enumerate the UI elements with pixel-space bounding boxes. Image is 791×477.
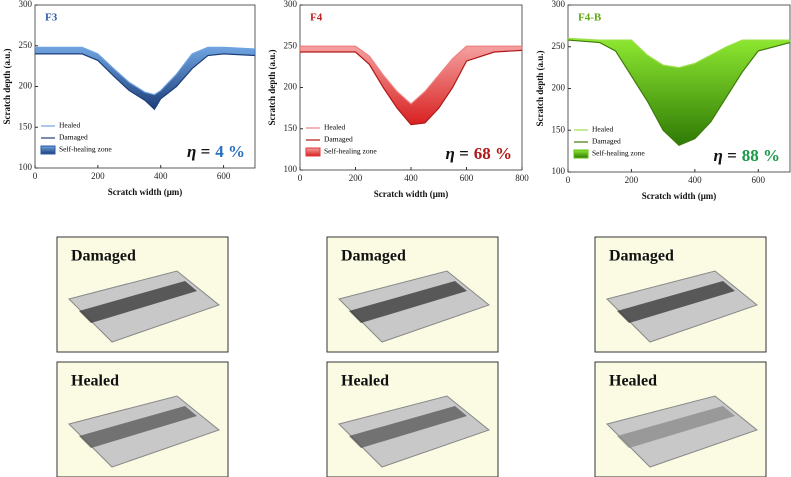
efficiency: η = 68 % bbox=[445, 144, 512, 163]
y-axis-label: Scratch depth (a.u.) bbox=[2, 48, 12, 124]
legend-label: Healed bbox=[59, 121, 80, 130]
scratch-groove bbox=[79, 281, 197, 323]
x-tick-label: 600 bbox=[752, 175, 766, 185]
panel-label: Healed bbox=[71, 373, 119, 390]
y-axis-label: Scratch depth (a.u.) bbox=[535, 50, 545, 126]
panel-label: Damaged bbox=[341, 248, 406, 265]
efficiency-symbol: η = bbox=[713, 146, 736, 165]
panel-label: Healed bbox=[609, 373, 657, 390]
series-line bbox=[35, 53, 256, 111]
x-tick-label: 200 bbox=[91, 171, 105, 181]
y-tick-label: 200 bbox=[284, 82, 298, 92]
legend-swatch bbox=[40, 145, 56, 155]
chart-title: F3 bbox=[45, 12, 58, 24]
x-tick-label: 0 bbox=[566, 175, 571, 185]
legend-label: Damaged bbox=[59, 133, 88, 142]
efficiency-symbol: η = bbox=[445, 144, 468, 163]
series-line bbox=[300, 49, 523, 126]
x-tick-label: 400 bbox=[154, 171, 168, 181]
legend-swatch bbox=[573, 149, 589, 159]
x-tick-label: 600 bbox=[460, 173, 474, 183]
y-tick-label: 150 bbox=[284, 123, 298, 133]
x-tick-label: 200 bbox=[625, 175, 639, 185]
legend-label: Self-healing zone bbox=[324, 147, 377, 156]
legend-label: Healed bbox=[324, 123, 345, 132]
efficiency: η = 4 % bbox=[187, 142, 245, 161]
y-tick-label: 150 bbox=[552, 124, 566, 134]
x-tick-label: 200 bbox=[349, 173, 363, 183]
series-line bbox=[567, 37, 790, 69]
scratch-groove bbox=[617, 281, 735, 323]
y-tick-label: 100 bbox=[552, 166, 566, 176]
efficiency: η = 88 % bbox=[713, 146, 780, 165]
scratch-groove bbox=[349, 281, 467, 323]
x-axis-label: Scratch width (μm) bbox=[108, 187, 183, 197]
y-tick-label: 100 bbox=[19, 162, 33, 172]
x-axis-label: Scratch width (μm) bbox=[642, 191, 717, 201]
y-tick-label: 250 bbox=[552, 41, 566, 51]
y-tick-label: 250 bbox=[19, 40, 33, 50]
legend-swatch bbox=[305, 147, 321, 157]
legend-label: Damaged bbox=[592, 137, 621, 146]
x-tick-label: 0 bbox=[298, 173, 303, 183]
y-tick-label: 100 bbox=[284, 164, 298, 174]
panel-label: Damaged bbox=[71, 248, 136, 265]
panel-label: Healed bbox=[341, 373, 389, 390]
healing-zone bbox=[299, 46, 523, 125]
efficiency-value: 68 % bbox=[474, 144, 512, 163]
x-tick-label: 0 bbox=[33, 171, 38, 181]
x-tick-label: 400 bbox=[404, 173, 418, 183]
y-tick-label: 300 bbox=[552, 0, 566, 9]
x-tick-label: 400 bbox=[688, 175, 702, 185]
y-tick-label: 250 bbox=[284, 40, 298, 50]
y-axis-label: Scratch depth (a.u.) bbox=[267, 49, 277, 125]
series-line bbox=[35, 46, 256, 96]
chart-title: F4 bbox=[310, 12, 323, 24]
y-tick-label: 200 bbox=[19, 81, 33, 91]
panel-label: Damaged bbox=[609, 248, 674, 265]
legend-label: Self-healing zone bbox=[59, 145, 112, 154]
efficiency-value: 4 % bbox=[215, 142, 245, 161]
scratch-groove bbox=[617, 406, 735, 448]
efficiency-symbol: η = bbox=[187, 142, 210, 161]
legend-label: Damaged bbox=[324, 135, 353, 144]
y-tick-label: 300 bbox=[19, 0, 33, 9]
series-line bbox=[567, 39, 791, 146]
scratch-groove bbox=[79, 406, 197, 448]
scratch-groove bbox=[349, 406, 467, 448]
chart-title: F4-B bbox=[578, 12, 602, 24]
x-axis-label: Scratch width (μm) bbox=[374, 189, 449, 199]
y-tick-label: 200 bbox=[552, 83, 566, 93]
efficiency-value: 88 % bbox=[742, 146, 780, 165]
x-tick-label: 600 bbox=[217, 171, 231, 181]
y-tick-label: 150 bbox=[19, 121, 33, 131]
legend-label: Self-healing zone bbox=[592, 149, 645, 158]
series-line bbox=[300, 45, 522, 105]
y-tick-label: 300 bbox=[284, 0, 298, 9]
x-tick-label: 800 bbox=[515, 173, 529, 183]
legend-label: Healed bbox=[592, 125, 613, 134]
